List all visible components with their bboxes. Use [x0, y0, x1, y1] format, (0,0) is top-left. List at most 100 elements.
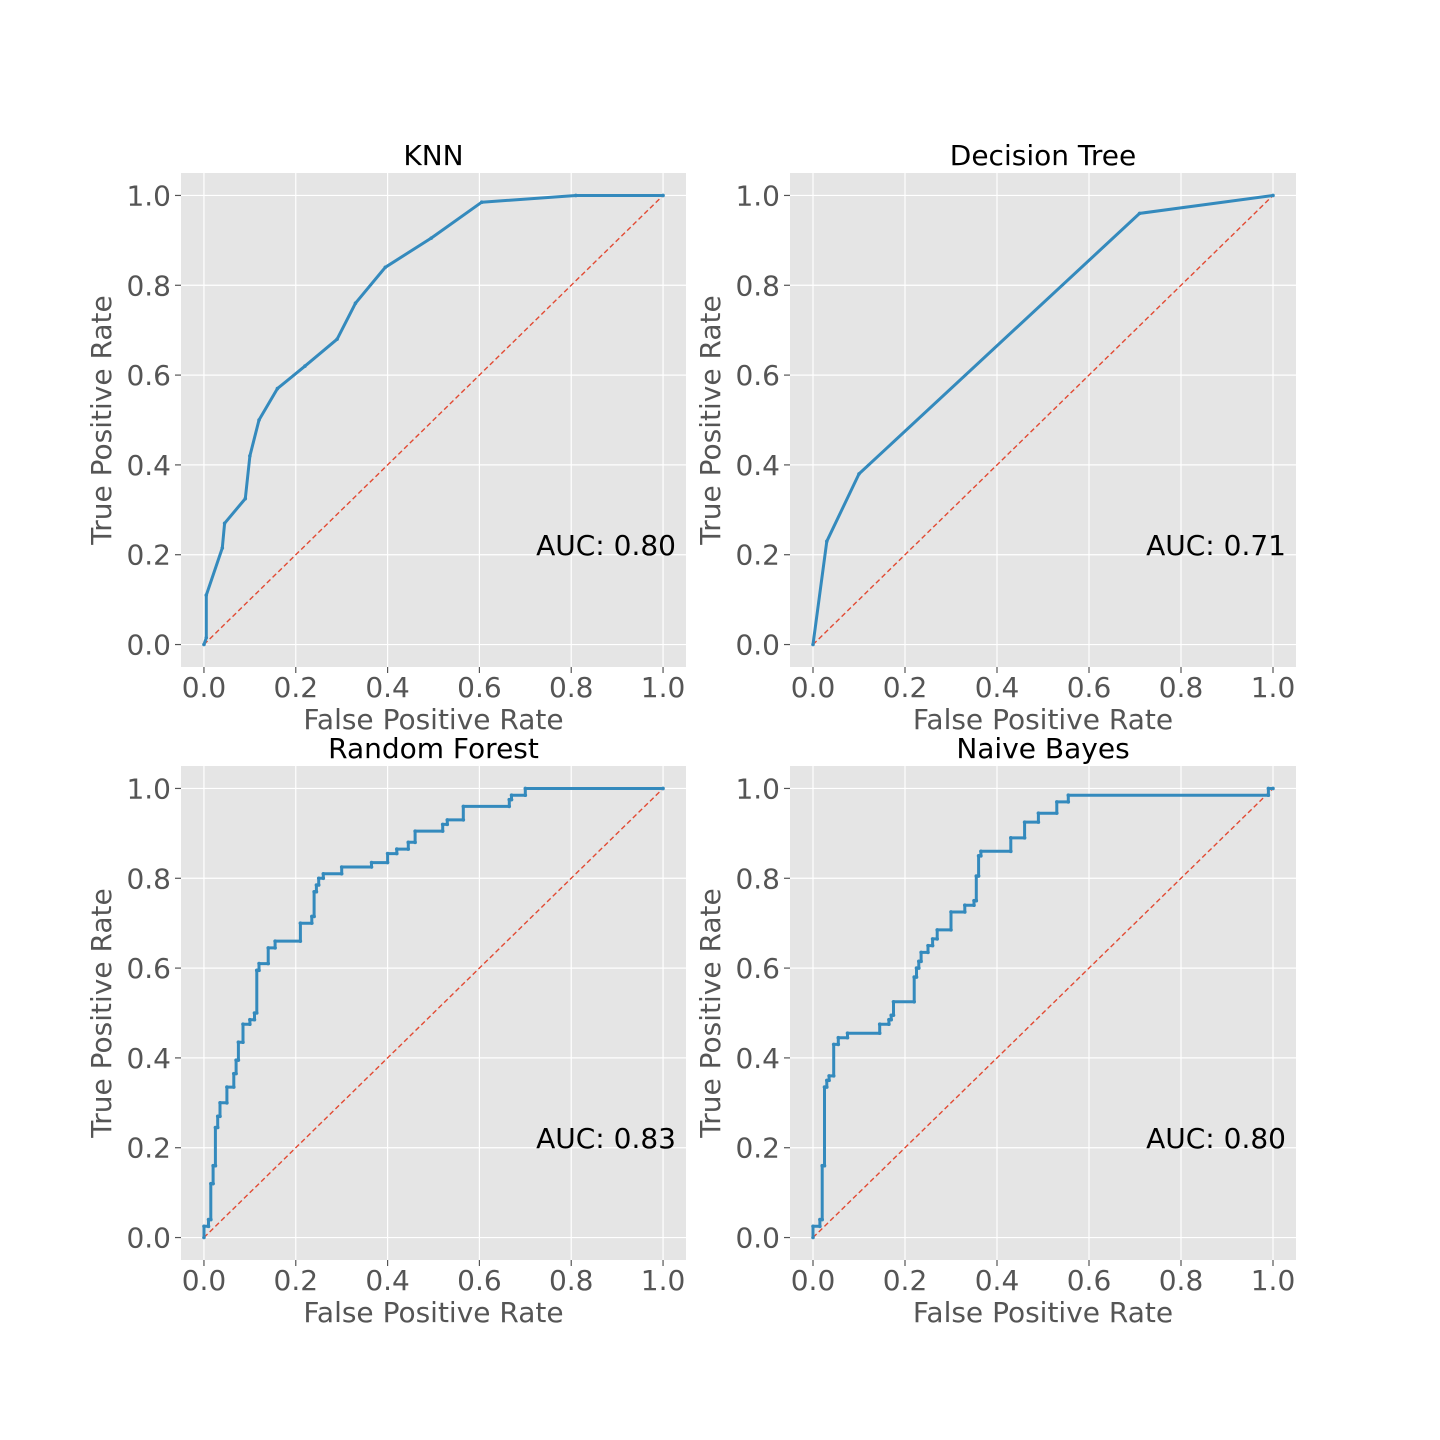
x-tick-label: 0.0	[791, 1264, 836, 1297]
roc-point	[976, 874, 981, 878]
x-tick-label: 0.2	[274, 1264, 319, 1297]
roc-point	[353, 301, 358, 306]
roc-point	[831, 1074, 836, 1078]
roc-point	[877, 1022, 882, 1027]
x-tick-label: 0.2	[274, 671, 319, 704]
roc-point	[926, 950, 930, 955]
roc-point	[218, 1101, 222, 1105]
roc-point	[394, 847, 399, 851]
roc-point	[213, 1163, 218, 1168]
y-tick-label: 1.0	[735, 772, 780, 805]
roc-point	[822, 1163, 827, 1168]
x-tick-label: 0.8	[1159, 671, 1204, 704]
y-tick-label: 0.2	[735, 539, 780, 572]
subplot-knn: 0.0 0.2 0.4 0.6 0.8 1.0 0.0 0.2 0.4 0.6 0.8 1.0 KNN F…	[85, 139, 686, 736]
roc-point	[523, 786, 528, 791]
y-axis-label: True Positive Rate	[85, 888, 118, 1138]
roc-point	[930, 943, 935, 948]
roc-point	[248, 1017, 252, 1022]
roc-point	[811, 1235, 815, 1240]
chance-diagonal-line	[812, 194, 1274, 646]
roc-point	[445, 818, 450, 822]
subplot-title: Decision Tree	[950, 139, 1136, 172]
roc-point	[509, 797, 514, 802]
subplot-title: Random Forest	[328, 732, 539, 765]
roc-point	[385, 851, 390, 856]
roc-point	[479, 200, 484, 204]
x-tick-label: 0.0	[182, 671, 227, 704]
roc-point	[413, 840, 417, 845]
roc-point	[369, 860, 374, 865]
chance-diagonal-line	[203, 194, 664, 646]
roc-point	[935, 928, 939, 932]
x-axis-label: False Positive Rate	[913, 1296, 1173, 1329]
roc-point	[836, 1042, 841, 1047]
roc-point	[257, 418, 261, 422]
roc-point	[202, 1235, 206, 1240]
roc-point	[845, 1035, 850, 1040]
x-tick-label: 0.4	[365, 671, 410, 704]
roc-point	[369, 865, 374, 869]
roc-point	[914, 975, 919, 979]
roc-point	[273, 946, 277, 950]
y-tick-label: 0.2	[126, 1132, 171, 1165]
roc-point	[974, 898, 979, 903]
roc-point	[248, 454, 252, 458]
roc-point	[241, 1040, 245, 1044]
roc-point	[312, 914, 316, 919]
roc-point	[1055, 811, 1059, 815]
y-tick-label: 0.8	[735, 269, 780, 302]
x-tick-label: 0.8	[549, 1264, 594, 1297]
roc-point	[1036, 811, 1041, 815]
y-tick-label: 0.0	[735, 629, 780, 662]
y-tick-label: 0.8	[126, 862, 171, 895]
roc-point	[204, 636, 209, 640]
roc-point	[845, 1031, 850, 1036]
roc-point	[335, 337, 339, 341]
x-tick-label: 0.4	[365, 1264, 410, 1297]
roc-point	[930, 937, 935, 941]
y-tick-label: 0.6	[126, 359, 171, 392]
y-tick-label: 0.8	[735, 862, 780, 895]
auc-annotation: AUC: 0.71	[1146, 529, 1286, 562]
y-tick-label: 1.0	[126, 179, 171, 212]
roc-point	[461, 804, 466, 809]
x-axis-label: False Positive Rate	[303, 703, 563, 736]
roc-point	[266, 961, 271, 966]
roc-point	[963, 910, 967, 914]
roc-point	[225, 1101, 229, 1105]
roc-point	[949, 928, 953, 932]
y-tick-label: 0.2	[735, 1132, 780, 1165]
roc-point	[831, 1042, 836, 1047]
roc-point	[972, 903, 976, 908]
y-axis-label: True Positive Rate	[694, 888, 727, 1138]
auc-annotation: AUC: 0.83	[536, 1122, 676, 1155]
roc-point	[234, 1071, 238, 1076]
roc-point	[1271, 786, 1275, 791]
auc-annotation: AUC: 0.80	[536, 529, 676, 562]
roc-point	[218, 1114, 222, 1119]
x-axis-label: False Positive Rate	[303, 1296, 563, 1329]
y-tick-label: 0.0	[735, 1222, 780, 1255]
roc-point	[979, 854, 983, 858]
x-tick-label: 0.2	[883, 1264, 928, 1297]
subplot-random-forest: 0.0 0.2 0.4 0.6 0.8 1.0 0.0 0.2 0.4 0.6 0.8 1.0 Rand…	[85, 732, 686, 1329]
roc-point	[202, 1224, 206, 1229]
roc-point	[461, 818, 466, 822]
chance-diagonal-line	[203, 787, 664, 1239]
x-tick-label: 0.8	[549, 671, 594, 704]
x-tick-label: 0.6	[457, 671, 502, 704]
roc-point	[827, 1074, 831, 1078]
roc-point	[1022, 836, 1027, 840]
y-tick-label: 0.6	[126, 952, 171, 985]
roc-point	[917, 966, 921, 970]
roc-point	[889, 1017, 893, 1022]
x-tick-label: 0.6	[457, 1264, 502, 1297]
x-tick-label: 0.4	[975, 671, 1020, 704]
roc-point	[1055, 800, 1059, 804]
roc-point	[248, 1022, 252, 1027]
x-tick-label: 1.0	[641, 1264, 686, 1297]
roc-point	[310, 921, 314, 925]
y-tick-label: 0.6	[735, 952, 780, 985]
